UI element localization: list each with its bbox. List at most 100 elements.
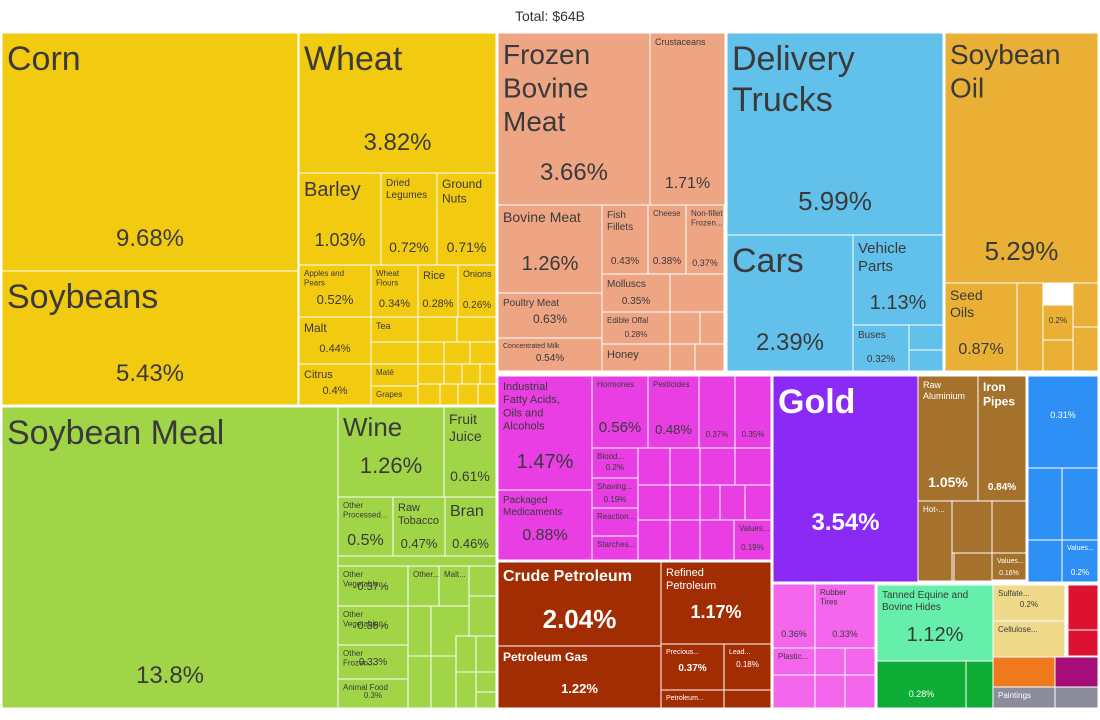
treemap-tile[interactable] bbox=[649, 32, 726, 206]
treemap-tile[interactable] bbox=[723, 643, 772, 691]
treemap-filler-tile bbox=[430, 655, 457, 709]
tile-value: 9.68% bbox=[116, 225, 184, 252]
tile-label: Soybean Meal bbox=[7, 414, 224, 452]
treemap-tile[interactable] bbox=[876, 660, 967, 709]
tile-value: 0.2% bbox=[1020, 600, 1038, 609]
treemap-tile[interactable] bbox=[298, 172, 382, 266]
treemap-tile[interactable] bbox=[647, 375, 700, 449]
tile-value: 0.36% bbox=[781, 629, 807, 639]
treemap-tile[interactable] bbox=[1, 406, 339, 709]
treemap-tile[interactable] bbox=[601, 204, 649, 275]
treemap-tile[interactable] bbox=[337, 496, 394, 557]
treemap-tile[interactable] bbox=[591, 447, 639, 479]
treemap-filler-tile bbox=[744, 484, 772, 521]
treemap-tile[interactable] bbox=[944, 282, 1018, 372]
treemap-tile[interactable] bbox=[852, 324, 910, 372]
treemap-tile[interactable] bbox=[497, 489, 593, 561]
treemap-filler-tile bbox=[468, 565, 497, 597]
treemap-tile[interactable] bbox=[298, 264, 372, 318]
treemap-tile[interactable] bbox=[337, 678, 409, 709]
tile-label: Raw Aluminium bbox=[923, 380, 965, 401]
treemap-tile[interactable] bbox=[944, 32, 1099, 284]
treemap-tile[interactable] bbox=[992, 584, 1066, 622]
tile-label: Paintings bbox=[998, 691, 1031, 700]
treemap-tile[interactable] bbox=[1, 270, 299, 406]
treemap-tile[interactable] bbox=[443, 406, 497, 498]
treemap-tile[interactable] bbox=[917, 500, 953, 582]
treemap-tile[interactable] bbox=[497, 292, 603, 339]
treemap-tile[interactable] bbox=[457, 264, 497, 318]
treemap-tile[interactable] bbox=[977, 375, 1027, 502]
treemap-tile[interactable] bbox=[497, 645, 662, 709]
treemap-tile[interactable] bbox=[438, 565, 470, 607]
treemap-tile[interactable] bbox=[370, 264, 419, 318]
treemap-tile[interactable] bbox=[337, 406, 445, 498]
treemap-tile[interactable] bbox=[772, 583, 816, 649]
tile-label: Hormones bbox=[597, 380, 634, 389]
treemap-tile[interactable] bbox=[726, 234, 854, 372]
treemap-filler-tile bbox=[991, 500, 1027, 554]
tile-label: Sulfate... bbox=[998, 589, 1030, 598]
treemap-tile[interactable] bbox=[591, 535, 639, 561]
treemap-tile[interactable] bbox=[772, 375, 919, 583]
treemap-filler-tile bbox=[455, 635, 477, 673]
treemap-filler-tile bbox=[475, 691, 497, 709]
treemap-tile[interactable] bbox=[436, 172, 497, 266]
treemap-tile[interactable] bbox=[1, 32, 299, 272]
treemap-filler-tile bbox=[1027, 467, 1063, 541]
tile-label: Plastic... bbox=[778, 652, 808, 661]
tile-value: 0.2% bbox=[606, 463, 624, 472]
tile-value: 0.43% bbox=[611, 256, 639, 267]
treemap-tile[interactable] bbox=[685, 204, 725, 275]
treemap-tile[interactable] bbox=[497, 32, 651, 206]
tile-label: Grapes bbox=[376, 390, 402, 399]
treemap-tile[interactable] bbox=[876, 584, 994, 662]
tile-value: 0.37% bbox=[357, 581, 388, 593]
treemap-filler-tile bbox=[637, 519, 671, 561]
treemap-tile[interactable] bbox=[1042, 304, 1074, 341]
treemap-tile[interactable] bbox=[370, 385, 419, 406]
treemap-tile[interactable] bbox=[660, 643, 725, 691]
tile-value: 0.33% bbox=[359, 657, 387, 668]
treemap-filler-tile bbox=[475, 671, 497, 693]
treemap-tile[interactable] bbox=[1061, 539, 1099, 583]
treemap-tile[interactable] bbox=[991, 552, 1027, 581]
treemap-filler-tile bbox=[637, 484, 671, 521]
treemap-tile[interactable] bbox=[497, 561, 662, 647]
treemap-tile[interactable] bbox=[772, 647, 816, 676]
treemap-tile[interactable] bbox=[1027, 375, 1099, 469]
treemap-tile[interactable] bbox=[337, 565, 409, 607]
treemap-tile[interactable] bbox=[497, 337, 603, 372]
treemap-tile[interactable] bbox=[370, 316, 419, 343]
treemap-tile[interactable] bbox=[660, 689, 725, 709]
treemap-filler-tile bbox=[461, 363, 481, 385]
treemap-tile[interactable] bbox=[601, 311, 671, 345]
treemap-tile[interactable] bbox=[298, 363, 372, 406]
treemap-tile[interactable] bbox=[591, 507, 639, 537]
treemap-tile[interactable] bbox=[814, 583, 876, 649]
tile-label: Frozen Bovine Meat bbox=[503, 39, 590, 137]
treemap-tile[interactable] bbox=[298, 32, 497, 174]
treemap-filler-tile bbox=[477, 383, 497, 406]
treemap-tile[interactable] bbox=[852, 234, 944, 326]
treemap-tile[interactable] bbox=[337, 644, 409, 680]
treemap-tile[interactable] bbox=[734, 375, 772, 449]
treemap-tile[interactable] bbox=[380, 172, 438, 266]
tile-value: 3.82% bbox=[363, 129, 431, 156]
treemap-tile[interactable] bbox=[660, 561, 772, 645]
treemap-tile[interactable] bbox=[497, 204, 603, 294]
tile-label: Packaged Medicaments bbox=[503, 495, 562, 518]
treemap-tile[interactable] bbox=[992, 620, 1066, 658]
treemap-tile[interactable] bbox=[733, 519, 772, 561]
treemap-tile[interactable] bbox=[601, 343, 671, 372]
treemap-tile[interactable] bbox=[698, 375, 736, 449]
treemap-tile[interactable] bbox=[647, 204, 687, 275]
treemap-tile[interactable] bbox=[392, 496, 446, 557]
tile-label: Starches... bbox=[597, 540, 635, 549]
treemap-tile[interactable] bbox=[726, 32, 944, 236]
tile-label: Crude Petroleum bbox=[503, 568, 632, 585]
treemap-tile[interactable] bbox=[444, 496, 497, 557]
treemap-tile[interactable] bbox=[992, 686, 1056, 709]
